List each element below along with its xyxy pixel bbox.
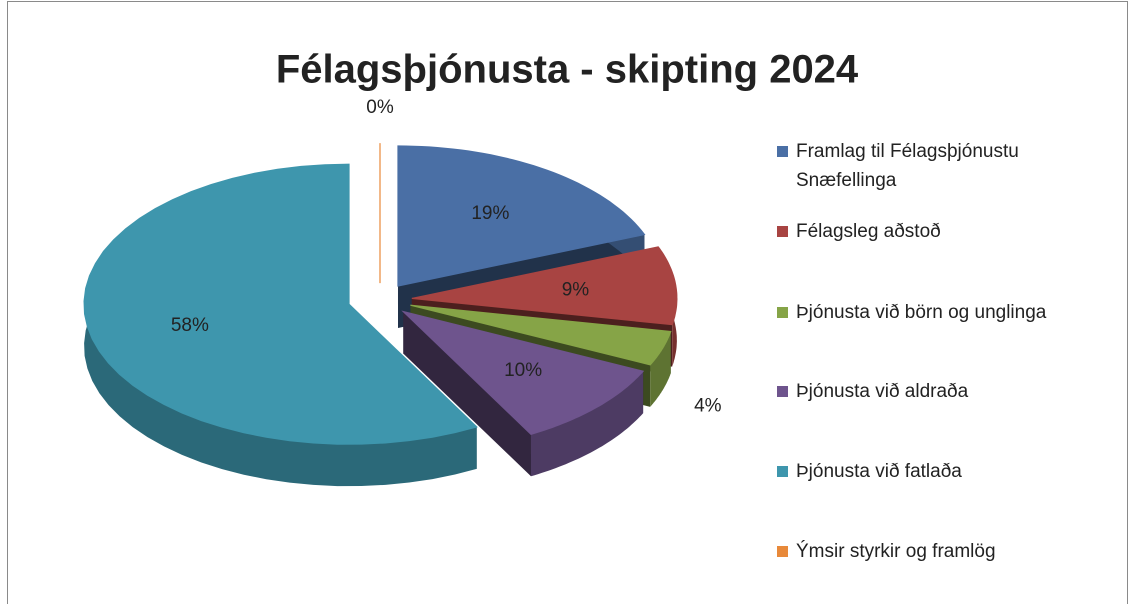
data-label: 0%: [366, 97, 394, 118]
slice-wall: [531, 371, 644, 477]
slice-top: [397, 145, 646, 287]
legend-label: Þjónusta við börn og unglinga: [796, 302, 1047, 323]
data-label: 4%: [694, 395, 722, 416]
data-label: 58%: [171, 315, 209, 336]
slice: [401, 310, 645, 477]
legend-line: Snæfellinga: [796, 170, 897, 191]
slice-top: [410, 304, 672, 366]
legend-line: Framlag til Félagsþjónustu: [796, 141, 1019, 162]
legend-label: Þjónusta við aldraða: [796, 381, 969, 402]
legend-swatch: [777, 386, 788, 397]
slice-top: [83, 163, 478, 445]
slice-wall: [650, 331, 671, 407]
legend-swatch: [777, 307, 788, 318]
legend-label: Félagsleg aðstoð: [796, 221, 941, 242]
legend-swatch: [777, 146, 788, 157]
data-label: 9%: [562, 279, 590, 300]
legend-label: Framlag til Félagsþjónustu Snæfellinga: [796, 141, 1019, 191]
slice-top: [401, 310, 645, 435]
slice: [83, 163, 478, 487]
slice-wall: [84, 164, 477, 487]
legend-swatch: [777, 546, 788, 557]
chart-title: Félagsþjónusta - skipting 2024: [276, 48, 859, 92]
slice-top: [411, 246, 678, 326]
data-label: 10%: [504, 360, 542, 381]
legend-swatch: [777, 226, 788, 237]
legend-swatch: [777, 466, 788, 477]
data-label: 19%: [471, 203, 509, 224]
legend-label: Ýmsir styrkir og framlög: [796, 541, 996, 562]
legend-label: Þjónusta við fatlaða: [796, 461, 962, 482]
slice-side: [403, 311, 531, 477]
